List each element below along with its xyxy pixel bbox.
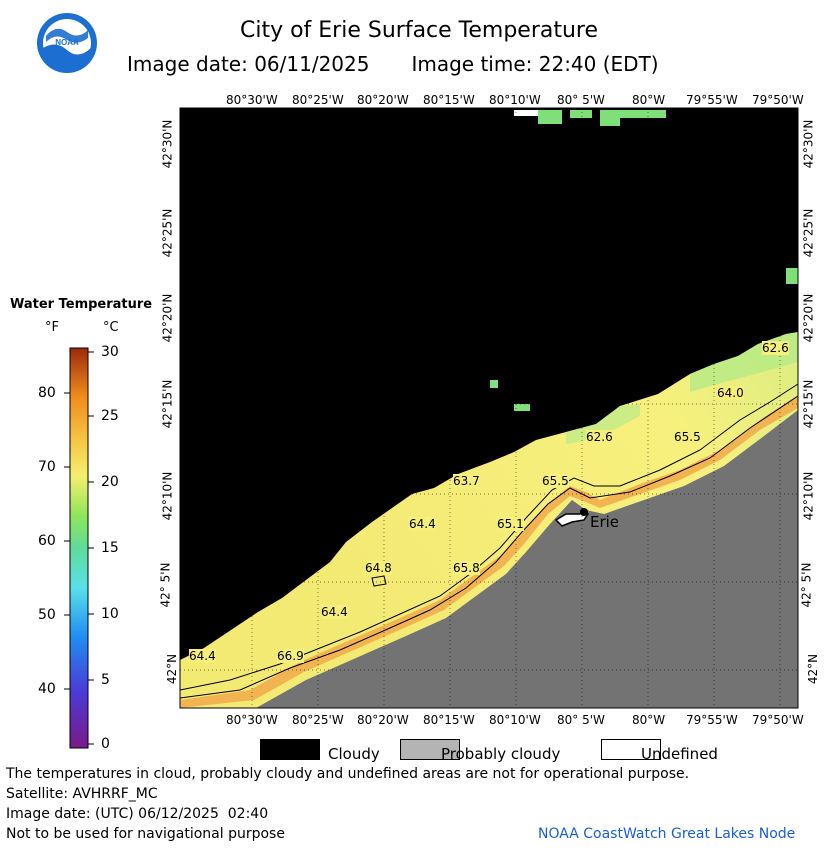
temp-label: 65.8 xyxy=(453,561,480,575)
svg-text:NOAA: NOAA xyxy=(55,38,79,47)
temp-label: 62.6 xyxy=(762,341,789,355)
attribution-text: NOAA CoastWatch Great Lakes Node xyxy=(538,826,796,842)
image-time: Image time: 22:40 (EDT) xyxy=(411,52,659,76)
map-border xyxy=(179,107,799,709)
water-pixel xyxy=(538,110,562,124)
legend-f-tick: 50 xyxy=(38,607,56,623)
temp-label: 65.5 xyxy=(542,474,569,488)
temp-label: 64.0 xyxy=(717,386,744,400)
legend-c-tick: 10 xyxy=(101,606,119,622)
water-pixel xyxy=(490,380,498,388)
image-date: Image date: 06/11/2025 xyxy=(127,52,370,76)
land-area xyxy=(180,410,798,708)
image-date-time: Image date: 06/11/2025 Image time: 22:40 … xyxy=(127,52,659,76)
disclaimer-text: The temperatures in cloud, probably clou… xyxy=(6,766,690,782)
temp-label: 65.5 xyxy=(674,430,701,444)
noaa-logo: NOAA xyxy=(37,13,97,73)
legend-c-tick: 30 xyxy=(101,344,119,360)
erie-marker xyxy=(580,508,588,516)
lon-label: 80°20'W xyxy=(357,713,409,727)
undefined-key-label: Undefined xyxy=(641,745,718,763)
color-scale-bar xyxy=(64,347,94,749)
temp-label: 65.1 xyxy=(497,517,524,531)
contour-line xyxy=(179,395,799,699)
water-pixel xyxy=(600,110,666,118)
lon-label: 80°10'W xyxy=(489,713,541,727)
lon-label: 80° 5'W xyxy=(557,713,605,727)
legend-unit-c: °C xyxy=(103,320,119,335)
temp-label: 66.9 xyxy=(277,649,304,663)
lon-label: 79°55'W xyxy=(686,93,738,107)
undefined-pixel xyxy=(514,110,538,116)
lon-label: 79°50'W xyxy=(752,93,804,107)
lon-label: 80°W xyxy=(632,93,666,107)
satellite-text: Satellite: AVHRRF_MC xyxy=(6,786,158,802)
cloudy-swatch xyxy=(260,739,320,760)
lon-label: 80°15'W xyxy=(423,713,475,727)
water-pixel xyxy=(514,404,530,411)
water-pixel xyxy=(600,116,620,126)
legend-f-tick: 40 xyxy=(38,681,56,697)
lon-label: 79°50'W xyxy=(752,713,804,727)
water-pixel xyxy=(786,268,798,284)
lon-label: 80°25'W xyxy=(292,93,344,107)
legend-unit-f: °F xyxy=(45,320,59,335)
temp-label: 63.7 xyxy=(453,474,480,488)
presque-isle xyxy=(554,508,589,527)
temp-label: 64.4 xyxy=(409,517,436,531)
lon-label: 80°30'W xyxy=(226,713,278,727)
temp-label: 62.6 xyxy=(586,430,613,444)
contour-line xyxy=(179,383,799,691)
lon-label: 80°W xyxy=(632,713,666,727)
lon-label: 80°25'W xyxy=(292,713,344,727)
legend-c-tick: 20 xyxy=(101,474,119,490)
undefined-swatch xyxy=(601,739,661,760)
lon-label: 79°55'W xyxy=(686,713,738,727)
cool-water-band xyxy=(566,404,640,444)
legend-c-tick: 15 xyxy=(101,540,119,556)
lon-label: 80°10'W xyxy=(489,93,541,107)
legend-f-tick: 80 xyxy=(38,385,56,401)
legend-title: Water Temperature xyxy=(10,297,153,312)
legend-f-tick: 70 xyxy=(38,459,56,475)
utc-date-text: Image date: (UTC) 06/12/2025 02:40 xyxy=(6,806,269,822)
navigation-warning: Not to be used for navigational purpose xyxy=(6,826,285,842)
cloudy-key-label: Cloudy xyxy=(328,745,380,763)
temp-label: 64.4 xyxy=(321,605,348,619)
temp-label: 64.8 xyxy=(365,561,392,575)
legend-c-tick: 5 xyxy=(101,672,110,688)
grid-lines xyxy=(180,108,798,708)
city-label: Erie xyxy=(590,513,620,531)
page-title: City of Erie Surface Temperature xyxy=(239,18,599,43)
contour-line xyxy=(371,575,387,587)
lon-label: 80°15'W xyxy=(423,93,475,107)
legend-f-tick: 60 xyxy=(38,533,56,549)
legend-c-tick: 25 xyxy=(101,408,119,424)
lon-label: 80° 5'W xyxy=(557,93,605,107)
probably-cloudy-swatch xyxy=(400,739,460,760)
lon-label: 80°30'W xyxy=(226,93,278,107)
temp-label: 64.4 xyxy=(189,649,216,663)
legend-c-tick: 0 xyxy=(101,736,110,752)
probably-cloudy-key-label: Probably cloudy xyxy=(441,745,561,763)
water-pixel xyxy=(570,110,592,118)
lon-label: 80°20'W xyxy=(357,93,409,107)
